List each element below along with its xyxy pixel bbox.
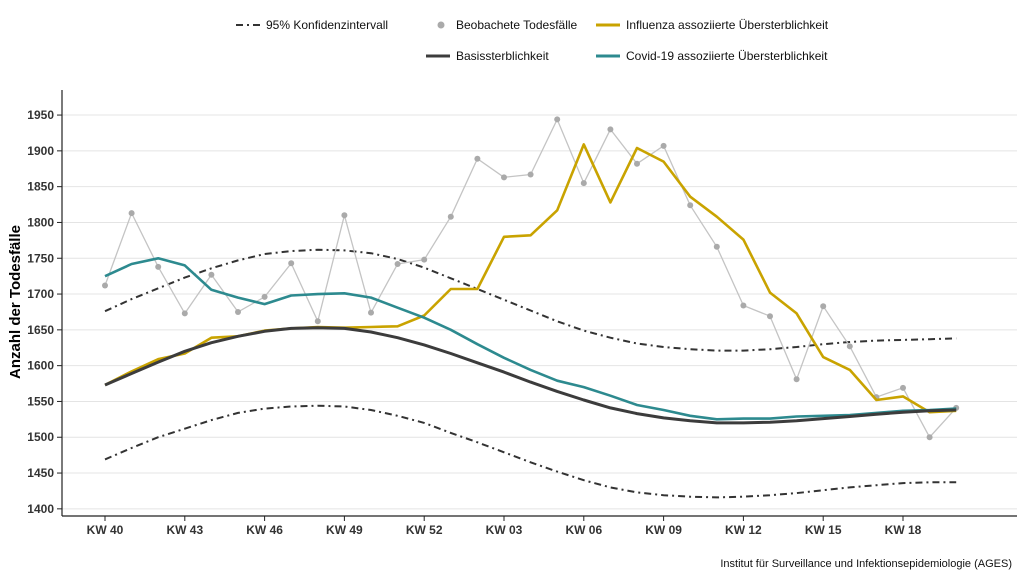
y-tick-label: 1850 (27, 180, 54, 194)
x-tick-label: KW 03 (486, 523, 523, 537)
x-tick-label: KW 09 (645, 523, 682, 537)
baseline-mortality-line (104, 326, 957, 425)
legend-label: Covid-19 assoziierte Übersterblichkeit (626, 49, 828, 63)
legend-label: Basissterblichkeit (456, 49, 549, 63)
influenza-excess-line (104, 143, 957, 414)
y-tick-label: 1900 (27, 144, 54, 158)
x-tick-label: KW 52 (406, 523, 443, 537)
observed-deaths-point (181, 310, 188, 317)
observed-deaths-point (155, 263, 162, 270)
series (102, 116, 960, 499)
x-tick-label: KW 46 (246, 523, 283, 537)
tick-labels: 1400 1450 1500 1550 1600 1650 1700 1750 1800 1850… (27, 108, 921, 537)
axes (57, 90, 1017, 521)
observed-deaths-point (900, 384, 906, 391)
y-tick-label: 1450 (27, 466, 54, 480)
y-tick-label: 1950 (27, 108, 54, 122)
observed-deaths-point (128, 210, 135, 217)
legend-swatch (437, 21, 445, 29)
observed-deaths-point (102, 282, 108, 289)
source-caption: Institut für Surveillance und Infektions… (720, 558, 1012, 570)
x-tick-label: KW 49 (326, 523, 363, 537)
observed-deaths-point (926, 434, 933, 441)
observed-deaths-line (104, 117, 957, 439)
y-axis-title: Anzahl der Todesfälle (7, 225, 24, 379)
observed-deaths-point (235, 308, 241, 315)
legend: 95% Konfidenzintervall Beobachete Todesfä… (236, 18, 829, 63)
observed-deaths-point (767, 313, 773, 320)
observed-deaths-point (793, 376, 800, 383)
legend-item-influenza-excess: Influenza assoziierte Übersterblichkeit (596, 18, 829, 32)
covid-excess-line (104, 257, 957, 421)
observed-deaths-point (368, 309, 374, 316)
legend-item-covid-excess: Covid-19 assoziierte Übersterblichkeit (596, 49, 828, 63)
x-tick-label: KW 40 (87, 523, 124, 537)
observed-deaths-point (713, 243, 720, 250)
observed-deaths-point (314, 318, 321, 325)
x-tick-label: KW 43 (166, 523, 203, 537)
observed-deaths-point (447, 213, 454, 220)
observed-deaths-point (421, 256, 428, 263)
ci-upper-line (104, 248, 957, 352)
y-tick-label: 1600 (27, 359, 54, 373)
y-tick-label: 1750 (27, 251, 54, 265)
observed-deaths-point (846, 343, 853, 350)
observed-deaths-point (687, 202, 694, 209)
x-tick-label: KW 15 (805, 523, 842, 537)
observed-deaths-point (580, 180, 587, 187)
observed-deaths-point (527, 171, 534, 178)
legend-item-confidence-interval: 95% Konfidenzintervall (236, 18, 388, 32)
observed-deaths-point (634, 160, 640, 167)
observed-deaths-point (341, 212, 348, 219)
x-tick-label: KW 18 (885, 523, 922, 537)
legend-item-observed-deaths: Beobachete Todesfälle (437, 18, 578, 32)
legend-item-baseline: Basissterblichkeit (426, 49, 549, 63)
observed-deaths-point (208, 271, 215, 278)
gridlines (62, 114, 1017, 510)
legend-label: 95% Konfidenzintervall (266, 18, 388, 32)
observed-deaths-point (740, 302, 747, 309)
observed-deaths-point (607, 126, 614, 133)
observed-deaths-point (660, 142, 667, 149)
y-tick-label: 1650 (27, 323, 54, 337)
observed-deaths-point (820, 303, 827, 310)
x-tick-label: KW 06 (565, 523, 602, 537)
y-tick-label: 1400 (27, 502, 54, 516)
observed-deaths-point (261, 293, 268, 300)
legend-label: Influenza assoziierte Übersterblichkeit (626, 18, 829, 32)
ci-lower-line (104, 404, 957, 499)
observed-deaths-point (288, 260, 295, 267)
y-tick-label: 1500 (27, 430, 54, 444)
observed-deaths-point (501, 174, 507, 181)
y-tick-label: 1800 (27, 215, 54, 229)
observed-deaths-point (554, 116, 561, 123)
legend-label: Beobachete Todesfälle (456, 18, 578, 32)
observed-deaths-point (394, 260, 401, 267)
y-tick-label: 1700 (27, 287, 54, 301)
observed-deaths-point (474, 155, 481, 162)
x-tick-label: KW 12 (725, 523, 762, 537)
y-tick-label: 1550 (27, 394, 54, 408)
